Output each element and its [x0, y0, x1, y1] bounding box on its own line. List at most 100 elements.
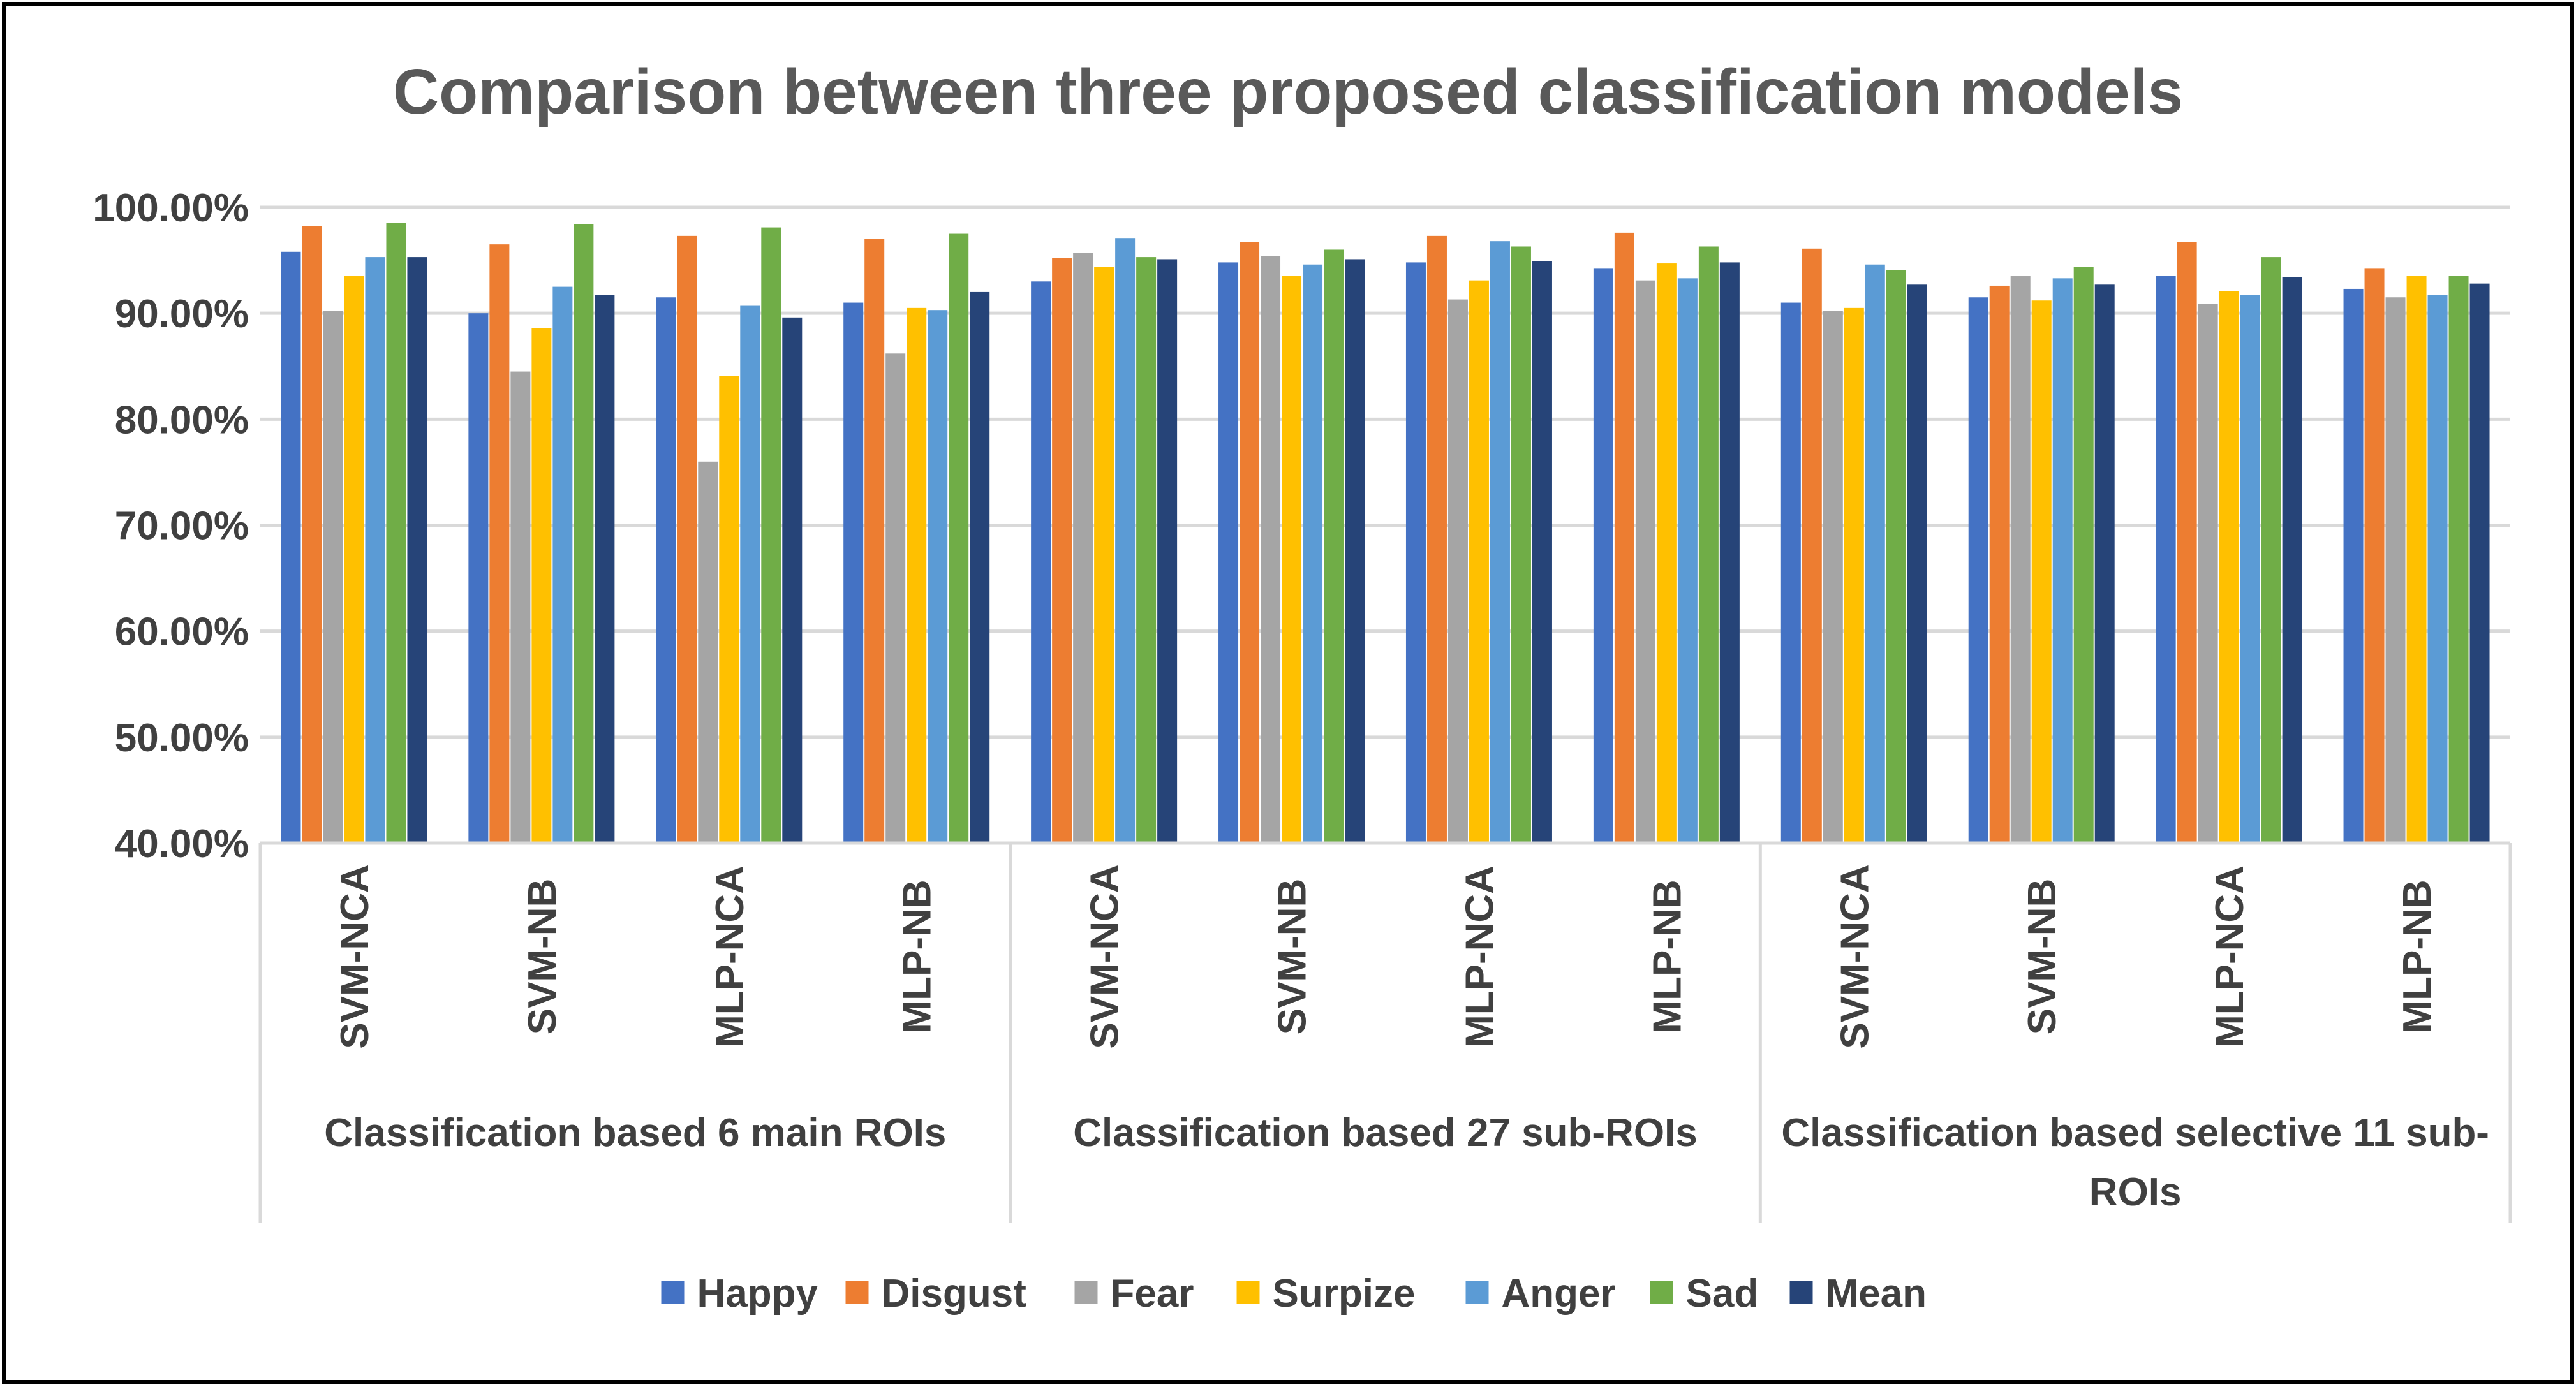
legend-swatch-happy	[661, 1281, 685, 1304]
bar-disgust	[1240, 242, 1260, 844]
x-category-label: MLP-NCA	[2208, 865, 2252, 1048]
axes: 40.00% 50.00% 60.00% 70.00% 80.00% 90.00% 100.…	[93, 186, 2512, 1223]
bar-mean	[1157, 259, 1178, 844]
bar-fear	[1823, 311, 1843, 843]
bar-sad	[2073, 267, 2094, 843]
bar-sad	[1511, 246, 1531, 843]
y-tick-label: 70.00%	[115, 504, 249, 548]
bar-happy	[2156, 276, 2176, 844]
bar-disgust	[1426, 235, 1447, 843]
bar-mean	[782, 317, 803, 843]
bar-mean	[1532, 261, 1552, 843]
bar-surpize	[1282, 276, 1302, 844]
bar-happy	[2343, 288, 2364, 843]
bar-anger	[365, 257, 385, 843]
x-category-label: SVM-NCA	[1833, 864, 1877, 1048]
legend-swatch-mean	[1789, 1281, 1813, 1304]
x-category-label: SVM-NCA	[333, 864, 377, 1048]
bar-surpize	[2406, 276, 2427, 844]
legend-swatch-anger	[1465, 1281, 1489, 1304]
bar-sad	[386, 223, 406, 843]
bar-anger	[552, 286, 573, 843]
legend-swatch-fear	[1074, 1281, 1098, 1304]
bar-fear	[2385, 297, 2406, 843]
x-category-label: MLP-NCA	[1458, 865, 1502, 1048]
bar-happy	[468, 313, 489, 844]
y-tick-label: 40.00%	[115, 822, 249, 866]
bar-anger	[2240, 295, 2260, 843]
bar-disgust	[2177, 242, 2197, 844]
bars	[281, 223, 2490, 844]
bar-fear	[2198, 304, 2218, 843]
bar-disgust	[1052, 258, 1072, 843]
bar-fear	[1073, 253, 1093, 843]
bar-surpize	[2031, 300, 2052, 843]
bar-anger	[1490, 241, 1510, 843]
legend-label-fear: Fear	[1111, 1272, 1194, 1316]
bar-disgust	[864, 239, 885, 844]
y-tick-label: 100.00%	[93, 186, 249, 230]
bar-disgust	[677, 235, 697, 843]
bar-surpize	[1469, 280, 1489, 843]
bar-anger	[1677, 278, 1698, 843]
bar-anger	[1303, 264, 1323, 844]
x-category-label: SVM-NCA	[1083, 864, 1127, 1048]
bar-happy	[843, 302, 864, 843]
bar-happy	[1780, 302, 1801, 843]
bar-disgust	[1802, 248, 1822, 843]
bar-fear	[510, 371, 531, 843]
bar-sad	[1324, 249, 1344, 843]
y-tick-label: 80.00%	[115, 398, 249, 442]
legend-swatch-disgust	[845, 1281, 869, 1304]
bar-mean	[1907, 284, 1927, 844]
x-category-label: MLP-NB	[896, 879, 940, 1033]
bar-happy	[281, 251, 301, 843]
bar-disgust	[489, 244, 510, 843]
chart-title: Comparison between three proposed classi…	[393, 56, 2183, 128]
legend-swatch-sad	[1650, 1281, 1673, 1304]
x-category-label: SVM-NB	[1271, 879, 1315, 1035]
bar-fear	[1261, 256, 1281, 844]
bar-fear	[885, 353, 906, 843]
legend: Happy Disgust Fear Surpize Anger Sad Mean	[661, 1272, 1927, 1316]
bar-happy	[1218, 262, 1239, 843]
bar-anger	[2427, 295, 2448, 843]
bar-sad	[1886, 270, 1906, 843]
bar-surpize	[907, 307, 927, 843]
bar-sad	[949, 233, 969, 844]
bar-surpize	[1656, 263, 1677, 843]
bar-surpize	[2219, 291, 2239, 843]
bar-disgust	[1614, 232, 1634, 843]
bar-disgust	[2364, 268, 2385, 843]
bar-sad	[761, 227, 781, 843]
x-category-label: MLP-NB	[2395, 879, 2439, 1033]
x-category-label: SVM-NB	[2020, 879, 2064, 1035]
x-group-label: ROIs	[2089, 1170, 2182, 1214]
bar-mean	[970, 291, 990, 843]
bar-surpize	[1844, 307, 1864, 843]
bar-mean	[1719, 262, 1740, 843]
bar-fear	[323, 311, 343, 843]
bar-happy	[1405, 262, 1426, 843]
x-group-label: Classification based 27 sub-ROIs	[1073, 1111, 1698, 1155]
bar-surpize	[1094, 267, 1114, 843]
y-tick-label: 60.00%	[115, 610, 249, 654]
legend-label-mean: Mean	[1826, 1272, 1927, 1316]
x-category-label: SVM-NB	[521, 879, 565, 1035]
bar-mean	[2094, 284, 2115, 844]
legend-swatch-surpize	[1236, 1281, 1260, 1304]
bar-anger	[1865, 264, 1885, 844]
bar-fear	[1635, 280, 1655, 843]
legend-label-anger: Anger	[1502, 1272, 1616, 1316]
legend-label-sad: Sad	[1686, 1272, 1759, 1316]
bar-sad	[1698, 246, 1719, 843]
bar-sad	[2261, 257, 2281, 843]
bar-fear	[698, 461, 718, 843]
x-group-label: Classification based selective 11 sub-	[1781, 1111, 2489, 1155]
bar-surpize	[531, 328, 552, 843]
bar-happy	[1593, 268, 1613, 843]
bar-mean	[2469, 283, 2490, 843]
bar-fear	[1447, 299, 1468, 843]
bar-anger	[2052, 278, 2073, 843]
y-tick-label: 90.00%	[115, 292, 249, 336]
